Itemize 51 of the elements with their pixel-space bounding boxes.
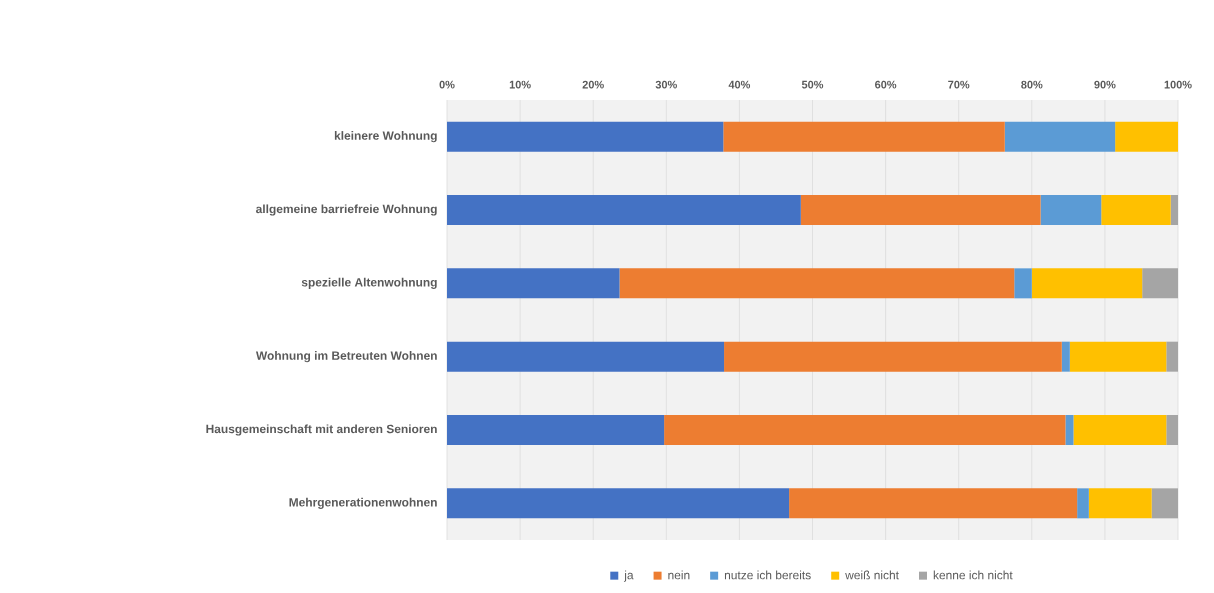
y-tick-label: Wohnung im Betreuten Wohnen: [255, 351, 437, 363]
bar: [1166, 415, 1179, 446]
bar: [1101, 195, 1171, 226]
legend-label: ja: [623, 570, 634, 582]
x-tick-label: 10%: [509, 80, 531, 89]
bar: [447, 488, 790, 519]
x-tick-label: 0%: [439, 80, 455, 89]
bar: [447, 268, 620, 299]
y-tick-label: Hausgemeinschaft mit anderen Senioren: [206, 424, 437, 436]
x-tick-label: 80%: [1021, 80, 1043, 89]
bar: [800, 195, 1041, 226]
x-tick-label: 40%: [728, 80, 751, 89]
x-tick-label: 20%: [582, 80, 604, 89]
legend-label: kenne ich nicht: [933, 570, 1013, 580]
bar: [1115, 121, 1179, 152]
y-tick-label: kleinere Wohnung: [334, 131, 437, 143]
bar: [1151, 488, 1179, 519]
bar: [1142, 268, 1179, 299]
x-tick-label: 60%: [875, 80, 897, 89]
bar: [1069, 341, 1167, 372]
bar: [723, 121, 1005, 152]
legend-label: nein: [668, 570, 690, 580]
bar: [1004, 121, 1116, 152]
x-tick-label: 100%: [1164, 80, 1192, 89]
bar: [1040, 195, 1102, 226]
bar: [1088, 488, 1152, 519]
x-tick-label: 50%: [801, 80, 824, 89]
bar: [619, 268, 1015, 299]
bar: [664, 415, 1066, 446]
bar: [447, 341, 725, 372]
bar: [724, 341, 1062, 372]
bar: [447, 415, 665, 446]
bar: [1170, 195, 1179, 226]
y-tick-label: allgemeine barriefreie Wohnung: [256, 204, 437, 216]
bar: [1077, 488, 1089, 519]
bar: [447, 121, 724, 152]
x-tick-label: 70%: [948, 80, 970, 89]
bar: [1065, 415, 1074, 446]
bar: [447, 195, 801, 226]
y-tick-label: spezielle Altenwohnung: [301, 277, 437, 289]
bar: [789, 488, 1078, 519]
legend-label: weiß nicht: [845, 570, 899, 580]
y-tick-label: Mehrgenerationenwohnen: [289, 497, 437, 509]
bar: [1031, 268, 1143, 299]
bar: [1014, 268, 1032, 299]
bar: [1166, 341, 1179, 372]
x-tick-label: 90%: [1094, 80, 1116, 89]
x-tick-label: 30%: [655, 80, 677, 89]
legend-label: nutze ich bereits: [724, 570, 811, 580]
bar: [1073, 415, 1167, 446]
bar: [1061, 341, 1070, 372]
